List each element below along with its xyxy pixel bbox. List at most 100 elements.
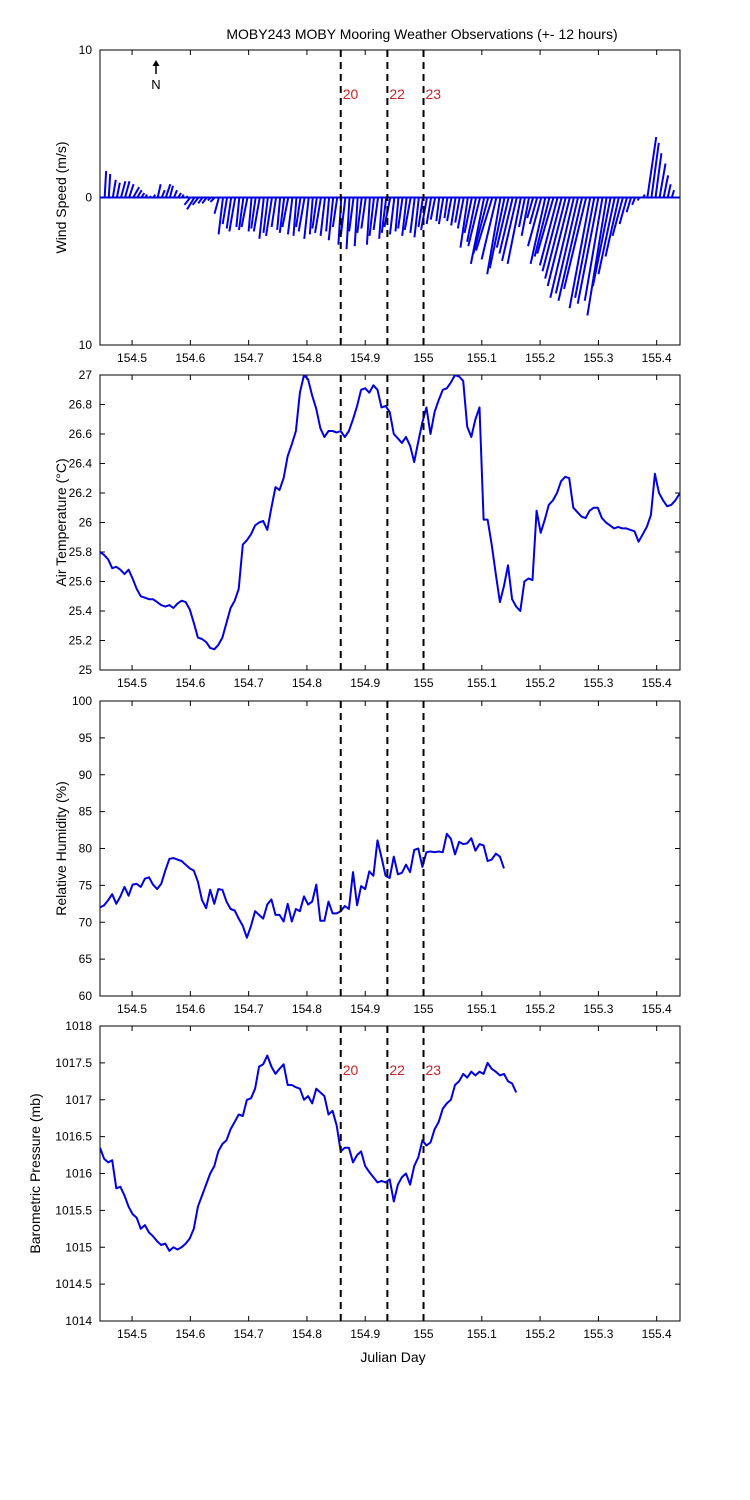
axes-box <box>99 374 681 671</box>
wind-vector <box>308 197 314 235</box>
wind-vector <box>152 194 156 198</box>
wind-vector <box>604 197 620 257</box>
plot-area <box>100 1054 518 1252</box>
marker-label: 23 <box>426 1062 442 1078</box>
wind-vector <box>420 197 428 231</box>
x-tick-label: 155.3 <box>583 351 613 365</box>
y-tick-label: 1018 <box>65 1019 92 1033</box>
wind-vector <box>327 197 335 241</box>
wind-vector <box>413 197 420 238</box>
wind-vector <box>574 197 596 298</box>
y-tick-label: 70 <box>79 915 93 929</box>
wind-vector <box>401 197 408 236</box>
wind-vector <box>173 189 178 198</box>
x-tick-label: 154.7 <box>234 351 264 365</box>
wind-vector <box>417 197 424 228</box>
x-tick-label: 154.8 <box>292 1327 322 1341</box>
wind-vector <box>177 192 182 199</box>
wind-vector <box>156 184 162 198</box>
x-tick-label: 155 <box>414 676 434 690</box>
wind-vector <box>319 197 326 236</box>
y-tick-label: 25.2 <box>69 634 93 648</box>
wind-vector <box>186 196 196 210</box>
x-tick-label: 154.8 <box>292 351 322 365</box>
wind-vector <box>662 175 670 198</box>
wind-vector <box>501 197 518 262</box>
y-tick-label: 26.2 <box>69 486 93 500</box>
y-tick-label: 25.6 <box>69 575 93 589</box>
y-tick-label: 26.4 <box>69 457 93 471</box>
wind-vector <box>292 197 298 236</box>
wind-vector <box>270 197 278 228</box>
x-axis-label: Julian Day <box>360 1349 425 1365</box>
wind-vector <box>526 197 535 219</box>
wind-vector <box>353 197 359 247</box>
wind-vector <box>467 197 482 247</box>
wind-vector <box>631 197 637 206</box>
y-tick-label: 65 <box>79 952 93 966</box>
wind-vector <box>281 197 290 228</box>
wind-vector <box>252 197 261 232</box>
y-axis-label: Barometric Pressure (mb) <box>27 1093 43 1253</box>
wind-vector <box>518 197 526 228</box>
wind-vector <box>583 197 604 301</box>
x-tick-label: 154.6 <box>175 351 205 365</box>
wind-vector <box>228 197 237 232</box>
x-tick-label: 154.6 <box>175 1002 205 1016</box>
wind-vector <box>495 197 510 248</box>
y-tick-label: 90 <box>79 768 93 782</box>
wind-vector <box>456 197 465 229</box>
x-tick-label: 154.9 <box>350 1002 380 1016</box>
x-tick-label: 155.2 <box>525 1327 555 1341</box>
wind-vector <box>183 196 192 206</box>
wind-vector <box>642 194 646 198</box>
north-label: N <box>151 77 160 92</box>
wind-vector <box>563 197 588 290</box>
wind-vector <box>498 197 514 254</box>
wind-vector <box>533 197 551 257</box>
wind-vector <box>372 197 380 231</box>
wind-vector <box>339 197 347 235</box>
wind-vector <box>185 195 189 199</box>
marker-label: 23 <box>426 86 442 102</box>
wind-vector <box>191 196 200 206</box>
wind-vector <box>128 183 135 198</box>
y-tick-label: 26 <box>79 516 93 530</box>
wind-vector <box>506 197 522 265</box>
north-arrowhead-icon <box>152 60 160 66</box>
wind-vector <box>446 197 453 222</box>
plot-area <box>100 832 505 939</box>
x-tick-label: 155.4 <box>642 1327 672 1341</box>
panel-pressure: 154.5 154.6 154.7 154.8 154.9 155 155.1 155.2 15… <box>27 1019 681 1341</box>
wind-vector <box>450 197 457 226</box>
x-tick-label: 154.7 <box>234 1002 264 1016</box>
wind-vector <box>425 197 433 225</box>
wind-vector <box>303 197 310 239</box>
wind-vector <box>576 197 600 304</box>
wind-vector <box>536 197 555 254</box>
x-tick-label: 154.9 <box>350 1327 380 1341</box>
y-tick-label: 0 <box>85 191 92 205</box>
wind-vector <box>394 197 400 232</box>
x-tick-label: 155.2 <box>525 351 555 365</box>
x-tick-label: 155 <box>414 1002 434 1016</box>
y-tick-label: 95 <box>79 731 93 745</box>
wind-vector <box>646 136 658 198</box>
x-tick-label: 155.1 <box>467 1327 497 1341</box>
wind-vector <box>650 142 660 198</box>
x-tick-label: 155.4 <box>642 676 672 690</box>
wind-vector <box>197 196 204 204</box>
y-tick-label: 26.6 <box>69 427 93 441</box>
x-tick-label: 154.7 <box>234 676 264 690</box>
wind-vector <box>107 173 112 198</box>
wind-vector <box>466 197 477 242</box>
wind-vector <box>486 197 502 275</box>
wind-vector <box>276 197 282 231</box>
x-tick-label: 154.8 <box>292 1002 322 1016</box>
wind-vector <box>409 197 416 234</box>
x-tick-label: 154.8 <box>292 676 322 690</box>
wind-vector <box>597 197 616 275</box>
wind-vector <box>240 197 249 228</box>
y-tick-label: 85 <box>79 805 93 819</box>
